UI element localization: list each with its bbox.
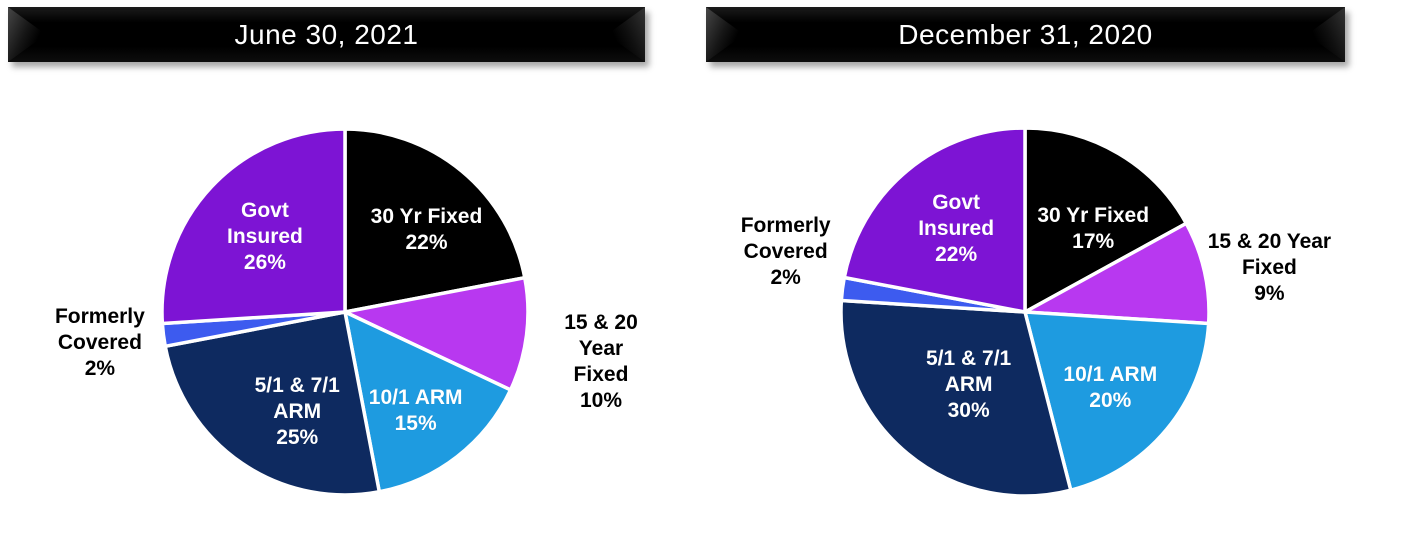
pie-svg — [839, 126, 1211, 498]
chart-title: June 30, 2021 — [234, 18, 419, 50]
pie-slice-5-1-7-1-arm — [163, 310, 382, 497]
pie-slice-govt-insured — [160, 127, 347, 326]
pie-slice-10-1-arm — [1023, 310, 1211, 492]
pie-slice-30-yr-fixed — [343, 127, 527, 314]
pie-slice-10-1-arm — [343, 310, 513, 494]
slice-label-formerly-covered: Formerly Covered 2% — [740, 213, 831, 290]
slice-label-10-1-arm: 10/1 ARM 20% — [1063, 362, 1158, 412]
pie-slice-15-20-year-fixed — [1023, 221, 1211, 326]
slice-label-15-20-year-fixed: 15 & 20 Year Fixed 9% — [1207, 229, 1332, 305]
chart-title: December 31, 2020 — [898, 18, 1153, 50]
chart-title-bar: December 31, 2020 — [706, 7, 1345, 62]
pie-slice-30-yr-fixed — [1023, 126, 1188, 314]
pie-slice-15-20-year-fixed — [343, 275, 530, 392]
slice-label-5-1-7-1-arm: 5/1 & 7/1 ARM 25% — [254, 373, 340, 449]
slice-label-10-1-arm: 10/1 ARM 15% — [368, 386, 463, 436]
pie-chart-december-2020: 30 Yr Fixed 17% 15 & 20 Year Fixed 9% 10/1… — [700, 0, 1402, 548]
pie-slice-govt-insured — [842, 126, 1027, 314]
slice-label-govt-insured: Govt Insured 26% — [227, 198, 303, 274]
pie-svg — [160, 127, 530, 497]
slice-label-5-1-7-1-arm: 5/1 & 7/1 ARM 30% — [926, 347, 1012, 423]
chart-panel-december-2020: 30 Yr Fixed 17% 15 & 20 Year Fixed 9% 10/1… — [700, 0, 1402, 548]
slice-label-formerly-covered: Formerly Covered 2% — [54, 304, 145, 380]
pie-chart-june-2021: 30 Yr Fixed 22% 15 & 20 Year Fixed 10% 10/… — [0, 0, 700, 548]
slice-label-30-yr-fixed: 30 Yr Fixed 22% — [370, 204, 483, 254]
slice-label-30-yr-fixed: 30 Yr Fixed 17% — [1037, 203, 1150, 253]
slice-label-15-20-year-fixed: 15 & 20 Year Fixed 10% — [564, 311, 638, 413]
slice-label-govt-insured: Govt Insured 22% — [918, 191, 995, 267]
chart-panel-june-2021: 30 Yr Fixed 22% 15 & 20 Year Fixed 10% 10/… — [0, 0, 700, 548]
chart-title-bar: June 30, 2021 — [8, 7, 645, 62]
pie-slice-5-1-7-1-arm — [839, 298, 1073, 498]
